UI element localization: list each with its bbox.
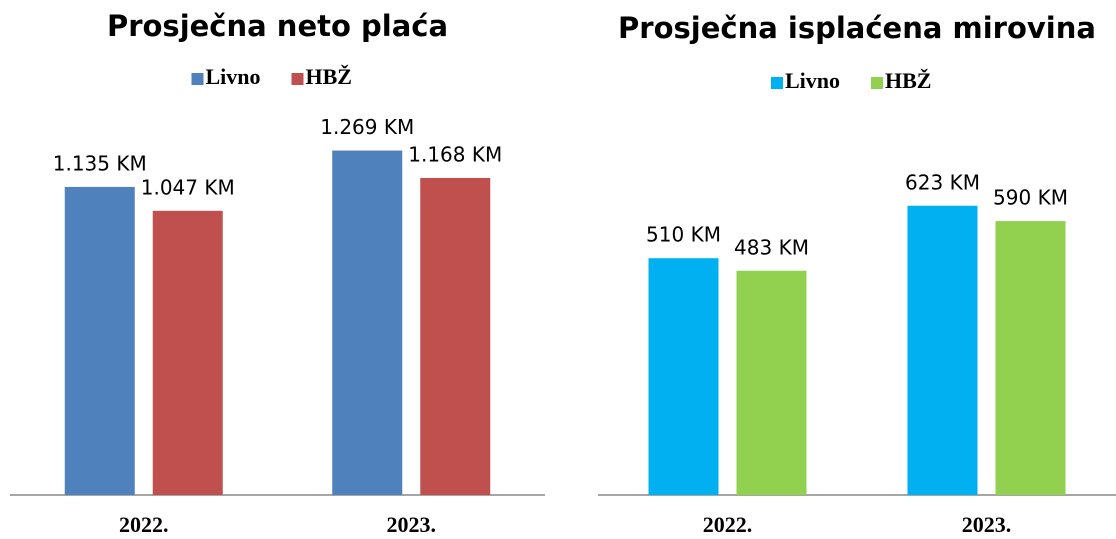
legend-swatch [291, 73, 304, 85]
bar [420, 177, 491, 495]
value-label: 590 KM [993, 186, 1068, 210]
value-label: 1.047 KM [141, 175, 235, 199]
bar [152, 210, 223, 496]
bar [648, 258, 719, 495]
legend-swatch [871, 77, 883, 89]
value-label: 510 KM [646, 223, 721, 247]
value-label: 483 KM [734, 235, 809, 259]
value-label: 1.168 KM [408, 142, 502, 166]
value-label: 1.135 KM [53, 151, 147, 175]
x-tick-label: 2023. [387, 512, 437, 537]
value-label: 623 KM [905, 170, 980, 194]
legend-label: HBŽ [306, 64, 352, 89]
x-tick-label: 2022. [703, 512, 753, 537]
bar [736, 270, 807, 495]
bar [64, 186, 135, 495]
legend-label: Livno [785, 68, 840, 93]
value-label: 1.269 KM [320, 115, 414, 139]
x-tick-label: 2023. [962, 512, 1012, 537]
legend-label: Livno [206, 64, 261, 89]
legend-swatch [191, 73, 204, 85]
chart-title: Prosječna isplaćena mirovina [618, 11, 1096, 45]
bar [907, 205, 978, 495]
legend-label: HBŽ [885, 68, 931, 93]
legend-swatch [771, 77, 783, 89]
bar [995, 221, 1066, 496]
bar [332, 150, 403, 496]
chart-title: Prosječna neto plaća [107, 9, 448, 43]
x-tick-label: 2022. [119, 512, 169, 537]
